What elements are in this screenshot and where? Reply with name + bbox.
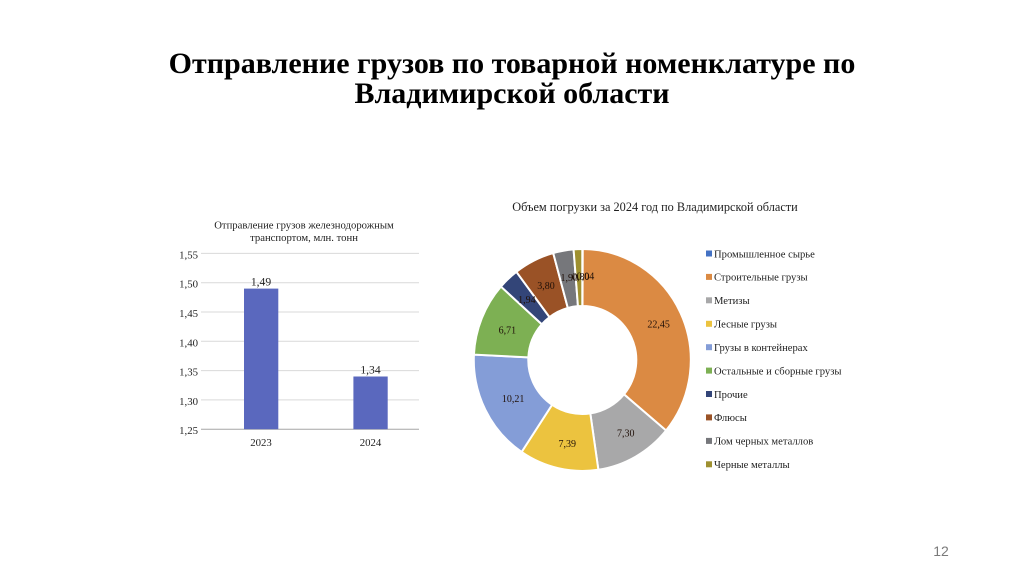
svg-text:1,34: 1,34 <box>360 364 380 377</box>
svg-text:Метизы: Метизы <box>714 296 750 307</box>
svg-text:22,45: 22,45 <box>647 320 670 331</box>
svg-text:1,55: 1,55 <box>179 249 198 261</box>
svg-text:Лесные грузы: Лесные грузы <box>714 320 777 331</box>
svg-text:1,35: 1,35 <box>179 367 198 379</box>
svg-text:7,30: 7,30 <box>617 429 635 440</box>
svg-text:1,50: 1,50 <box>179 279 198 291</box>
svg-text:3,80: 3,80 <box>537 281 555 292</box>
svg-text:Прочие: Прочие <box>714 390 748 401</box>
svg-text:0,80: 0,80 <box>572 272 590 283</box>
svg-text:1,40: 1,40 <box>179 337 198 349</box>
svg-text:Отправление грузов железнодоро: Отправление грузов железнодорожным <box>214 219 394 231</box>
svg-text:1,45: 1,45 <box>179 308 198 320</box>
svg-text:2024: 2024 <box>360 437 382 449</box>
svg-text:транспортом, млн. тонн: транспортом, млн. тонн <box>250 232 358 244</box>
svg-text:7,39: 7,39 <box>559 439 577 450</box>
svg-text:Объем погрузки за 2024 год по: Объем погрузки за 2024 год по Владимирск… <box>512 200 798 214</box>
svg-text:Промышленное сырье: Промышленное сырье <box>714 249 815 260</box>
svg-text:1,94: 1,94 <box>518 295 536 306</box>
svg-text:1,30: 1,30 <box>179 396 198 408</box>
svg-text:1,25: 1,25 <box>179 425 198 437</box>
svg-text:Черные металлы: Черные металлы <box>714 460 790 471</box>
svg-text:1,49: 1,49 <box>251 276 271 289</box>
svg-text:Строительные грузы: Строительные грузы <box>714 273 808 284</box>
svg-text:0,04: 0,04 <box>577 272 595 283</box>
svg-text:Остальные и сборные грузы: Остальные и сборные грузы <box>714 366 842 377</box>
svg-text:10,21: 10,21 <box>502 394 524 405</box>
svg-text:Флюсы: Флюсы <box>714 413 747 424</box>
svg-text:Лом черных металлов: Лом черных металлов <box>714 437 813 448</box>
svg-text:6,71: 6,71 <box>499 326 517 337</box>
svg-text:2023: 2023 <box>250 437 272 449</box>
svg-text:1,90: 1,90 <box>561 273 579 284</box>
svg-text:Грузы в контейнерах: Грузы в контейнерах <box>714 343 808 354</box>
